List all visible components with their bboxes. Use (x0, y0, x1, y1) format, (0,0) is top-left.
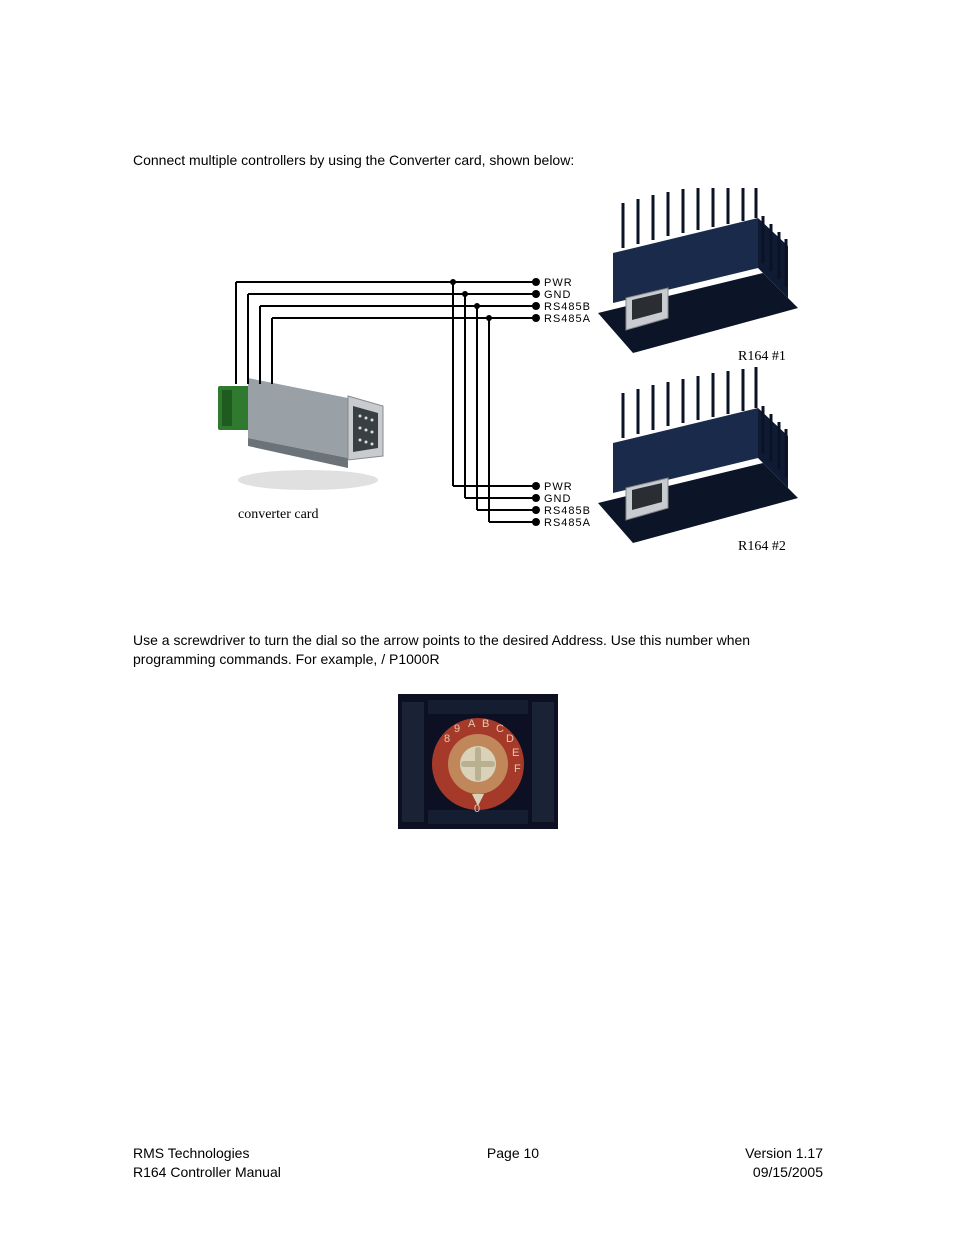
footer-date: 09/15/2005 (745, 1163, 823, 1182)
pin-label-pwr-1: PWR (544, 277, 573, 289)
instruction-paragraph: Use a screwdriver to turn the dial so th… (133, 631, 823, 669)
svg-text:D: D (506, 733, 514, 745)
intro-paragraph: Connect multiple controllers by using th… (133, 152, 823, 168)
address-dial-icon: 8 9 A B C D E F 0 (398, 694, 558, 829)
converter-label: converter card (238, 507, 318, 522)
footer-left: RMS Technologies R164 Controller Manual (133, 1144, 281, 1182)
controller-1-label: R164 #1 (738, 349, 786, 364)
pin-label-gnd-2: GND (544, 493, 571, 505)
footer-company: RMS Technologies (133, 1144, 281, 1163)
pin-label-gnd-1: GND (544, 289, 571, 301)
converter-card-icon (218, 378, 383, 490)
page-footer: RMS Technologies R164 Controller Manual … (133, 1144, 823, 1182)
pin-label-pwr-2: PWR (544, 481, 573, 493)
footer-right: Version 1.17 09/15/2005 (745, 1144, 823, 1182)
wiring-diagram: converter card (178, 188, 808, 558)
footer-version: Version 1.17 (745, 1144, 823, 1163)
address-dial-figure: 8 9 A B C D E F 0 (133, 694, 823, 829)
pin-label-rs485b-2: RS485B (544, 505, 591, 517)
footer-center: Page 10 (487, 1144, 539, 1182)
svg-text:B: B (482, 718, 489, 730)
footer-doc-name: R164 Controller Manual (133, 1163, 281, 1182)
controller-2-label: R164 #2 (738, 539, 786, 554)
pin-label-rs485a-2: RS485A (544, 517, 591, 529)
footer-page-number: Page 10 (487, 1144, 539, 1163)
controller-1-icon (598, 188, 798, 353)
svg-text:A: A (468, 718, 476, 730)
svg-text:F: F (514, 763, 521, 775)
svg-text:9: 9 (454, 723, 460, 735)
controller-2-icon (598, 367, 798, 543)
svg-text:8: 8 (444, 733, 450, 745)
pin-label-rs485b-1: RS485B (544, 301, 591, 313)
svg-text:E: E (512, 747, 519, 759)
svg-text:0: 0 (474, 803, 480, 815)
page-content: Connect multiple controllers by using th… (133, 0, 823, 1235)
svg-text:C: C (496, 723, 504, 735)
pin-label-rs485a-1: RS485A (544, 313, 591, 325)
